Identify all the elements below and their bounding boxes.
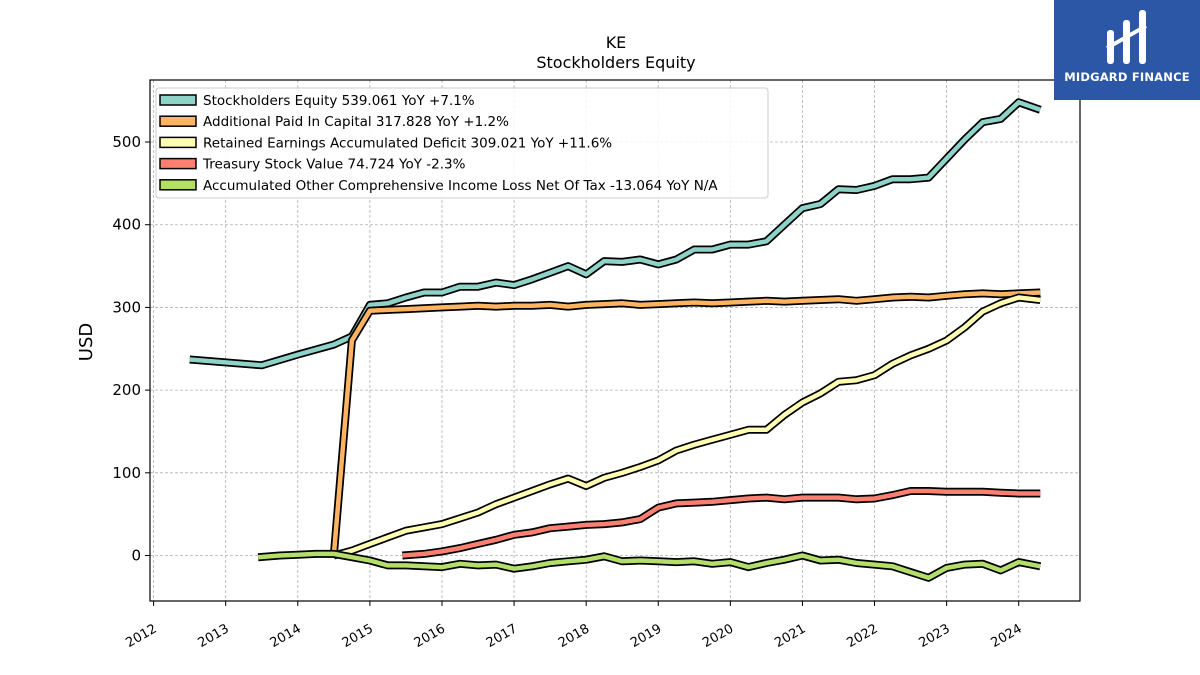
series-4 [257, 549, 1042, 582]
x-tick-label: 2019 [628, 621, 664, 651]
x-tick-label: 2016 [412, 621, 448, 651]
legend: Stockholders Equity 539.061 YoY +7.1% Add… [155, 87, 769, 199]
y-tick-label: 0 [131, 547, 141, 565]
legend-box [155, 87, 769, 199]
axes: 2012 2013 2014 2015 2016 2017 2018 2019 2020 2021… [112, 133, 1024, 651]
series-3 [402, 487, 1041, 560]
legend-swatch [159, 94, 197, 106]
chart-title: KE [606, 33, 627, 52]
series-0 [189, 98, 1042, 370]
x-tick-label: 2012 [123, 621, 159, 651]
x-tick-label: 2017 [484, 621, 520, 651]
x-tick-label: 2022 [844, 621, 880, 651]
series-line-outline [329, 288, 1041, 556]
x-tick-label: 2014 [268, 621, 304, 651]
legend-entry: Retained Earnings Accumulated Deficit 30… [203, 135, 612, 151]
logo-text: MIDGARD FINANCE [1064, 70, 1190, 84]
legend-entry: Stockholders Equity 539.061 YoY +7.1% [203, 93, 475, 109]
brand-logo: MIDGARD FINANCE [1054, 0, 1200, 100]
series-line [402, 488, 1041, 558]
x-tick-label: 2018 [556, 621, 592, 651]
y-axis-label: USD [76, 323, 97, 361]
legend-swatch [159, 179, 197, 191]
series-lines [189, 98, 1042, 582]
x-tick-label: 2024 [989, 621, 1025, 651]
plot-frame [149, 79, 1081, 602]
legend-swatch [159, 157, 197, 170]
x-tick-label: 2021 [772, 621, 808, 651]
y-tick-label: 200 [112, 381, 141, 399]
series-2 [332, 293, 1041, 560]
chart-subtitle: Stockholders Equity [536, 53, 695, 72]
series-line [333, 295, 1041, 558]
x-tick-label: 2020 [700, 621, 736, 651]
series-line [189, 100, 1042, 368]
legend-swatch [159, 115, 197, 127]
series-line [257, 551, 1041, 581]
series-1 [329, 288, 1041, 556]
legend-swatch [159, 136, 197, 149]
x-tick-label: 2015 [340, 621, 376, 651]
midgard-logo-icon [1106, 10, 1147, 64]
series-line-outline [332, 293, 1041, 560]
legend-entry: Accumulated Other Comprehensive Income L… [203, 178, 718, 194]
y-tick-label: 400 [112, 216, 141, 234]
series-line [331, 290, 1041, 556]
y-tick-label: 100 [112, 464, 141, 482]
x-tick-label: 2023 [916, 621, 952, 651]
y-tick-label: 300 [112, 298, 141, 316]
y-tick-label: 500 [112, 133, 141, 151]
legend-entry: Treasury Stock Value 74.724 YoY -2.3% [202, 157, 466, 173]
legend-entry: Additional Paid In Capital 317.828 YoY +… [203, 114, 509, 130]
x-tick-label: 2013 [196, 621, 232, 651]
